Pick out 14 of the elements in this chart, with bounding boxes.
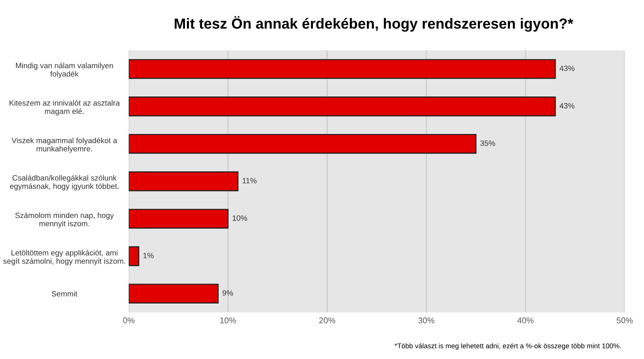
bar — [128, 284, 219, 304]
chart-title: Mit tesz Ön annak érdekében, hogy rendszeresen igyon?* — [174, 16, 574, 32]
x-tick-label: 10% — [220, 317, 236, 324]
bar — [128, 96, 556, 116]
x-tick-label: 0% — [123, 317, 135, 324]
x-tick-label: 30% — [418, 317, 434, 324]
bar — [128, 171, 238, 192]
bar — [128, 208, 229, 229]
bar — [128, 134, 476, 154]
bar — [128, 246, 140, 266]
bar — [128, 59, 556, 79]
x-tick-label: 50% — [616, 317, 633, 324]
x-tick-label: 20% — [319, 317, 336, 324]
x-tick-label: 40% — [517, 317, 534, 324]
